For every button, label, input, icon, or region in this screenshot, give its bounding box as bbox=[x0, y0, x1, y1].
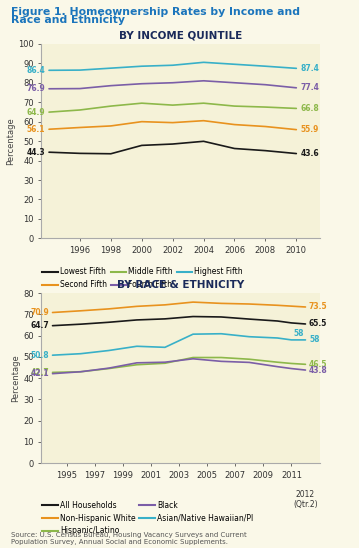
Text: 73.5: 73.5 bbox=[309, 302, 328, 311]
Title: BY INCOME QUINTILE: BY INCOME QUINTILE bbox=[119, 30, 242, 41]
Text: 44.3: 44.3 bbox=[27, 148, 45, 157]
Text: Source: U.S. Census Bureau, Housing Vacancy Surveys and Current
Population Surve: Source: U.S. Census Bureau, Housing Vaca… bbox=[11, 532, 247, 545]
Text: 56.1: 56.1 bbox=[27, 125, 45, 134]
Text: 43.8: 43.8 bbox=[309, 366, 328, 374]
Text: 58: 58 bbox=[309, 335, 320, 344]
Text: 65.5: 65.5 bbox=[309, 319, 327, 328]
Text: 55.9: 55.9 bbox=[300, 125, 318, 134]
Text: 2012
(Qtr.2): 2012 (Qtr.2) bbox=[293, 489, 318, 509]
Text: 70.9: 70.9 bbox=[30, 308, 49, 317]
Text: 87.4: 87.4 bbox=[300, 64, 319, 73]
Text: Figure 1. Homeownership Rates by Income and: Figure 1. Homeownership Rates by Income … bbox=[11, 7, 300, 17]
Y-axis label: Percentage: Percentage bbox=[6, 117, 15, 165]
Text: 76.9: 76.9 bbox=[27, 84, 45, 93]
Title: BY RACE & ETHNICITY: BY RACE & ETHNICITY bbox=[117, 279, 244, 290]
Text: 86.4: 86.4 bbox=[27, 66, 45, 75]
Text: 42.7: 42.7 bbox=[30, 368, 49, 377]
Y-axis label: Percentage: Percentage bbox=[11, 354, 20, 402]
Text: Race and Ethnicity: Race and Ethnicity bbox=[11, 15, 125, 25]
Text: 42.1: 42.1 bbox=[31, 369, 49, 378]
Text: 50.8: 50.8 bbox=[31, 351, 49, 359]
Text: 58: 58 bbox=[294, 329, 304, 338]
Text: 77.4: 77.4 bbox=[300, 83, 319, 92]
Text: 46.5: 46.5 bbox=[309, 360, 327, 369]
Text: 64.9: 64.9 bbox=[27, 107, 45, 117]
Legend: Lowest Fifth, Second Fifth, Middle Fifth, Fourth Fifth, Highest Fifth: Lowest Fifth, Second Fifth, Middle Fifth… bbox=[42, 267, 243, 289]
Text: 43.6: 43.6 bbox=[300, 149, 319, 158]
Text: 64.7: 64.7 bbox=[30, 321, 49, 330]
Text: 66.8: 66.8 bbox=[300, 104, 319, 113]
Legend: All Households, Non-Hispanic White, Hispanic/Latino, Black, Asian/Native Hawaiia: All Households, Non-Hispanic White, Hisp… bbox=[42, 501, 253, 535]
